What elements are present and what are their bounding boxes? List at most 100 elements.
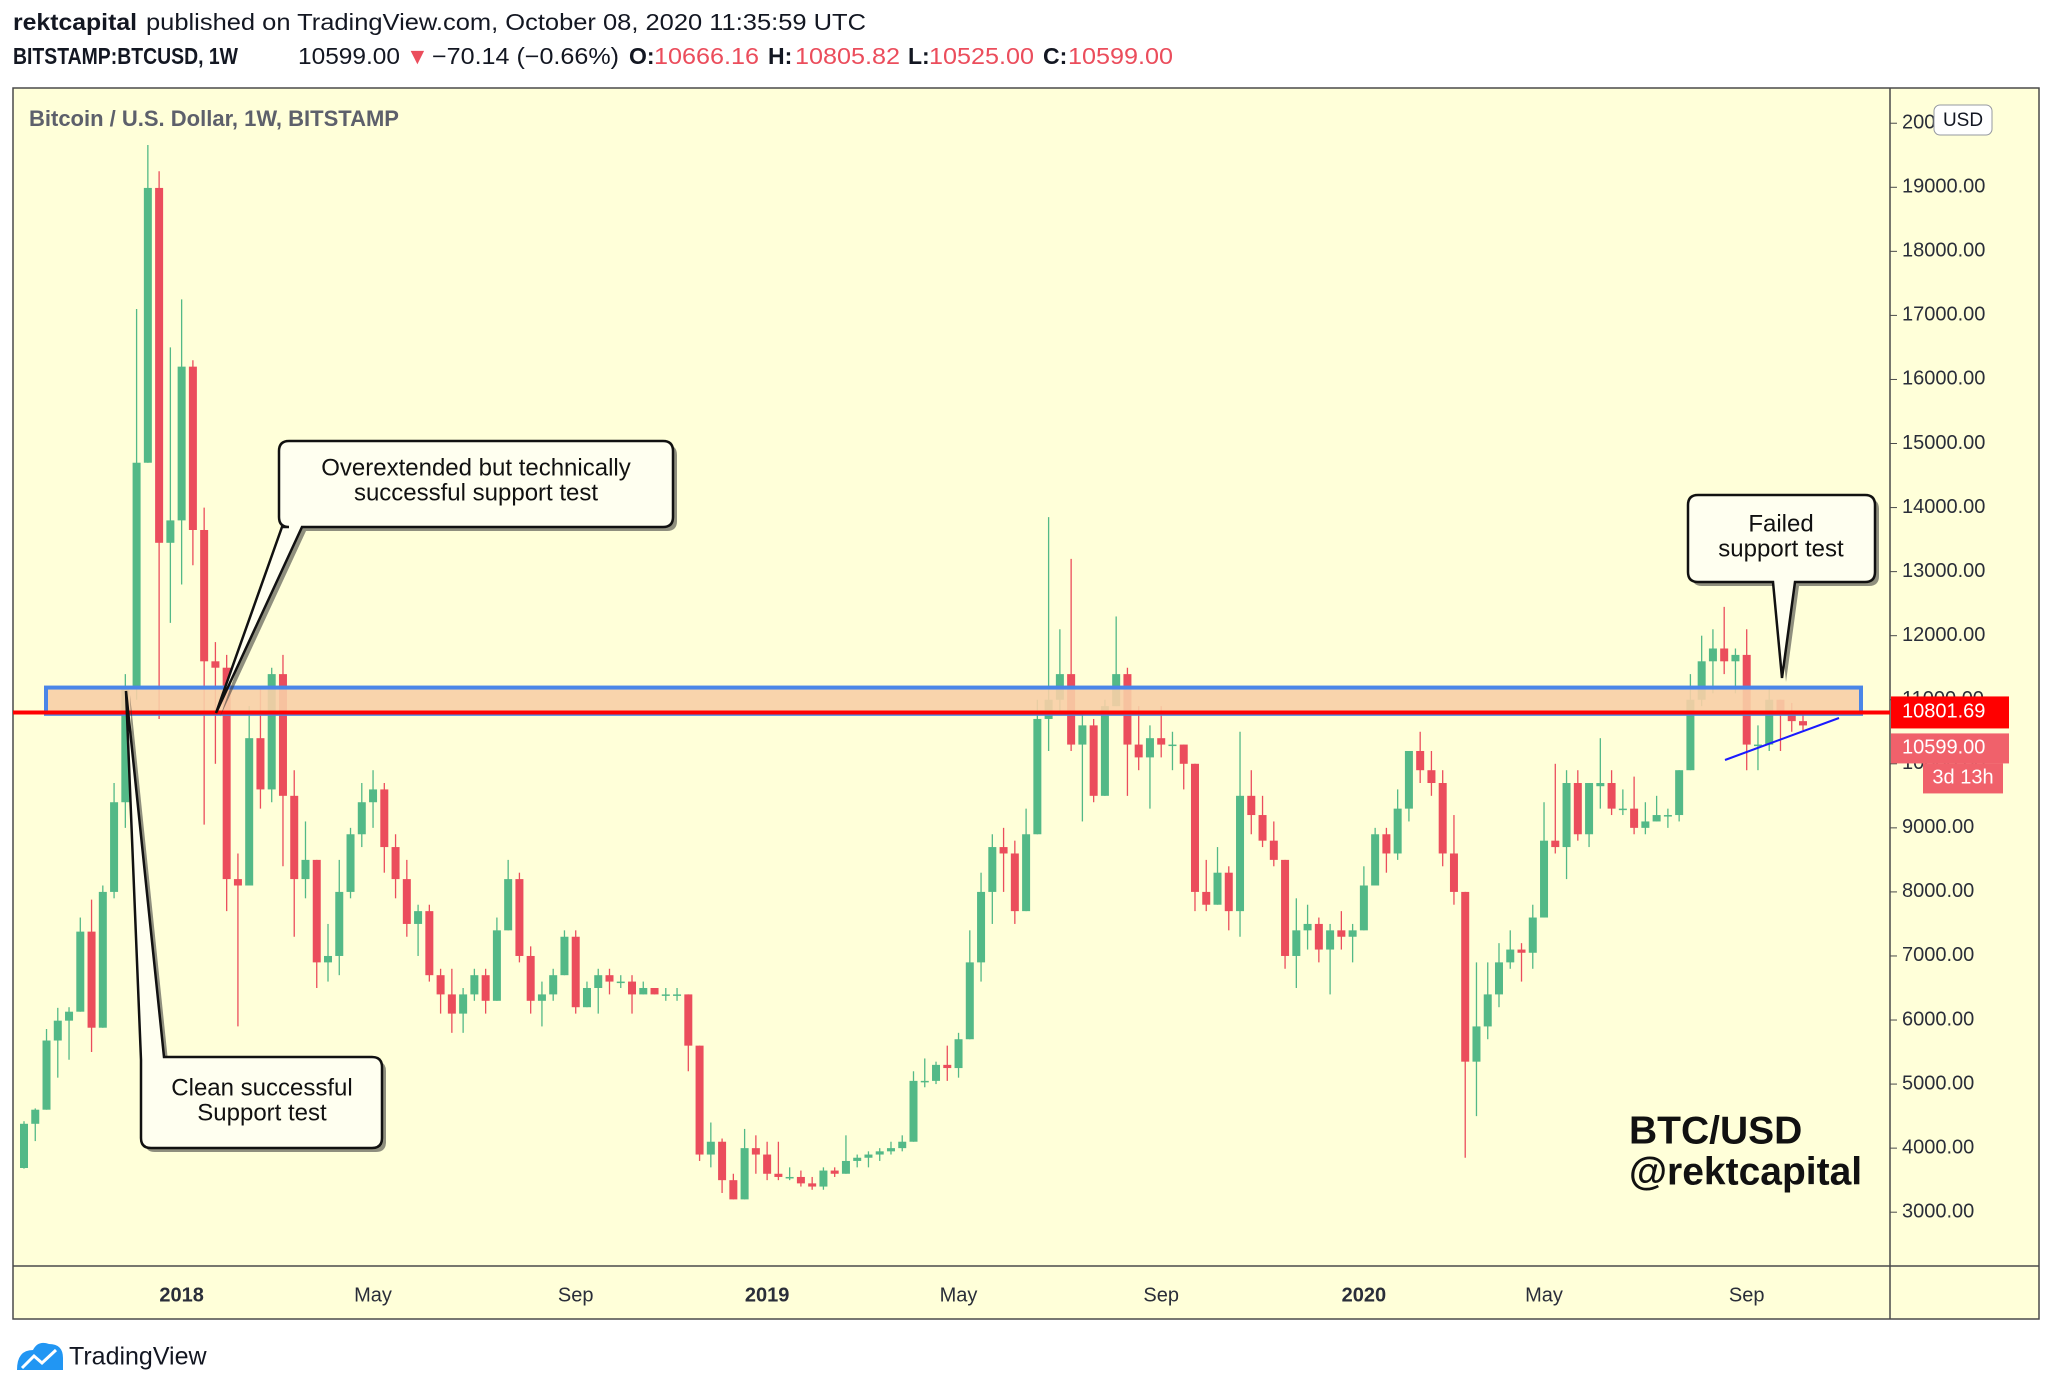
published-info: published on TradingView.com, October 08… (146, 9, 866, 35)
candle-body (222, 667, 231, 880)
candle-body (301, 859, 310, 880)
candle-body (875, 1151, 884, 1155)
y-tick-label: 13000.00 (1902, 560, 1985, 582)
callout-text: support test (1718, 535, 1844, 562)
candle-body (1506, 949, 1515, 963)
y-tick-label: 17000.00 (1902, 304, 1985, 326)
candle-body (1562, 783, 1571, 848)
candle-body (1010, 853, 1019, 912)
candle-body (1663, 815, 1672, 817)
candle-body (1269, 840, 1278, 860)
currency-button[interactable] (1933, 104, 1993, 136)
candle-body (267, 674, 276, 790)
candle-body (796, 1176, 805, 1184)
currency-label[interactable]: USD (1943, 110, 1983, 131)
candle-body (188, 366, 197, 530)
x-tick-label: 2018 (159, 1284, 204, 1306)
callout-text: Clean successful (171, 1074, 352, 1101)
callout (124, 690, 384, 1150)
candle-body (166, 520, 175, 543)
candle-body (808, 1183, 817, 1187)
candle-body (1404, 750, 1413, 809)
last-price-label: 10599.00 (1902, 737, 1985, 759)
candle-body (459, 994, 468, 1014)
candle-body (1348, 930, 1357, 937)
candle-body (1078, 725, 1087, 745)
candle-body (402, 879, 411, 924)
candle-body (886, 1148, 895, 1152)
quote-value: 10805.82 (795, 43, 900, 69)
candle-body (1292, 930, 1301, 956)
watermark: BTC/USD (1629, 1109, 1802, 1152)
candle-body (695, 1045, 704, 1155)
candle-body (1258, 815, 1267, 841)
x-tick-label: May (1525, 1284, 1563, 1306)
candle-body (324, 955, 333, 963)
candle-body (718, 1141, 727, 1181)
candle-body (1314, 923, 1323, 950)
candle-body (650, 987, 659, 995)
candle-body (492, 930, 501, 1001)
candle-body (751, 1148, 760, 1155)
candle-body (819, 1170, 828, 1187)
candle-body (932, 1064, 941, 1081)
direction-arrow: ▼ (406, 43, 429, 69)
candle-body (560, 936, 569, 976)
candle-body (391, 847, 400, 880)
candle-body (1720, 648, 1729, 662)
candle-body (537, 994, 546, 1001)
y-tick-label: 9000.00 (1902, 816, 1974, 838)
candle-body (87, 931, 96, 1028)
x-tick-label: Sep (1143, 1284, 1179, 1306)
candle-body (999, 847, 1008, 854)
support-price-label: 10801.69 (1902, 701, 1985, 723)
callout-text: Support test (197, 1099, 327, 1126)
candle-body (1224, 872, 1233, 912)
callout (214, 439, 675, 714)
price: 10599.00 (298, 43, 400, 69)
candle-body (1607, 783, 1616, 809)
candle-body (639, 987, 648, 995)
candle-body (53, 1020, 62, 1041)
y-tick-label: 3000.00 (1902, 1200, 1974, 1222)
candle-body (988, 847, 997, 892)
candle-body (1573, 783, 1582, 835)
candle-body (1494, 962, 1503, 995)
candle-body (977, 891, 986, 963)
candle-body (132, 462, 141, 687)
candle-body (1697, 661, 1706, 700)
candle-body (1359, 885, 1368, 931)
candle-body (1472, 1026, 1481, 1062)
candle-body (729, 1180, 738, 1200)
candle-body (1483, 994, 1492, 1027)
candle-body (1416, 750, 1425, 771)
candle-body (1753, 744, 1762, 747)
y-tick-label: 4000.00 (1902, 1136, 1974, 1158)
candle-body (121, 686, 130, 803)
callout-text: successful support test (354, 479, 598, 506)
y-tick-label: 7000.00 (1902, 944, 1974, 966)
y-tick-label: 14000.00 (1902, 496, 1985, 518)
candle-body (211, 661, 220, 668)
support-zone (44, 685, 1863, 716)
candle-body (1731, 654, 1740, 662)
candle-body (1100, 706, 1109, 796)
candle-body (763, 1154, 772, 1174)
candle-body (1145, 738, 1154, 758)
candle-body (1765, 699, 1774, 745)
candle-body (965, 962, 974, 1040)
x-tick-label: Sep (558, 1284, 594, 1306)
candle-body (1089, 725, 1098, 796)
candle-body (425, 911, 434, 976)
quote-label: H: (768, 43, 792, 69)
candle-body (628, 981, 637, 995)
x-tick-label: Sep (1729, 1284, 1765, 1306)
candle-body (1157, 738, 1166, 745)
last-price-box (1891, 733, 2009, 764)
quote-value: 10599.00 (1068, 43, 1173, 69)
candle-body (1179, 744, 1188, 764)
candle-body (504, 879, 513, 931)
y-tick-label: 6000.00 (1902, 1008, 1974, 1030)
candle-body (1630, 808, 1639, 828)
